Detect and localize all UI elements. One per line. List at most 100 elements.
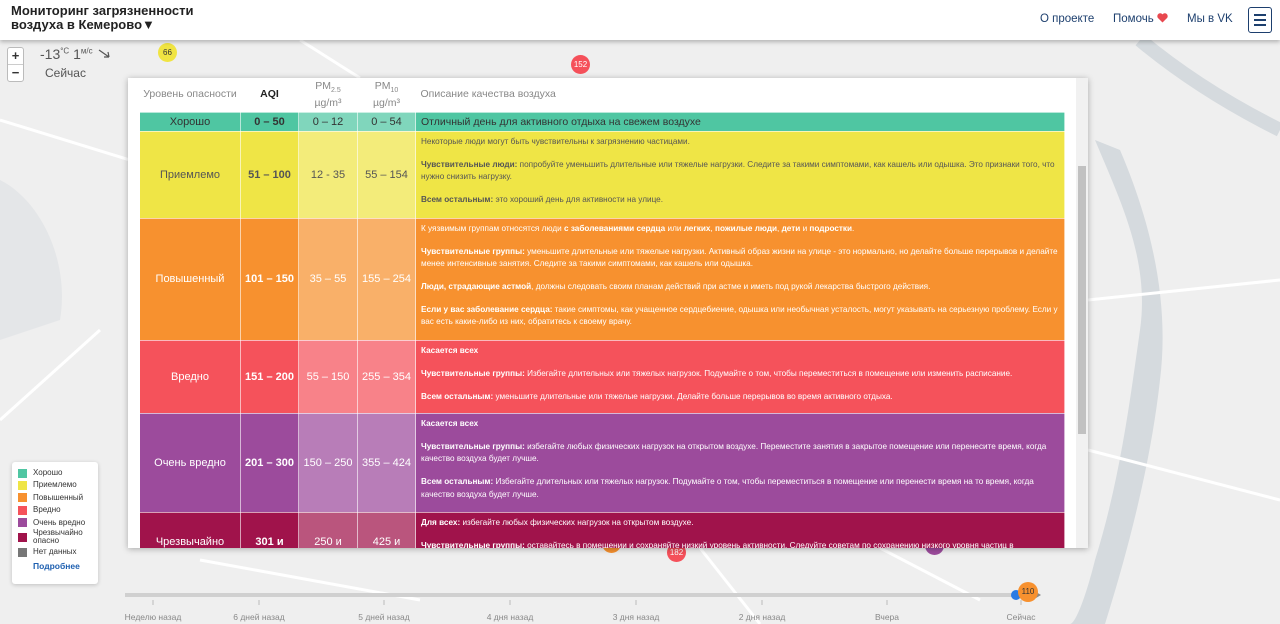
weather-time: Сейчас (45, 66, 86, 80)
aqi-cell: 301 и (240, 511, 299, 548)
legend-label: Хорошо (33, 467, 63, 477)
text: Избегайте длительных или тяжелых нагрузо… (524, 368, 1013, 378)
level-cell: Очень вредно (139, 412, 241, 513)
nav-text: Помочь (1113, 13, 1154, 25)
legend-item: Хорошо (18, 467, 98, 479)
legend-item: Нет данных (18, 546, 98, 558)
text: Некоторые люди могут быть чувствительны … (421, 136, 690, 146)
wind-unit: м/с (80, 46, 93, 56)
header: Мониторинг загрязненности воздуха в Кеме… (0, 0, 1280, 40)
aqi-row: Приемлемо 51 – 100 12 - 35 55 – 154 Некоторы… (139, 130, 1065, 219)
description-paragraph: Касается всех (421, 418, 1059, 430)
site-title[interactable]: Мониторинг загрязненности воздуха в Кеме… (11, 4, 193, 32)
timeline-label[interactable]: 5 дней назад (358, 612, 410, 622)
bold-text: Чувствительные люди: (421, 159, 518, 169)
aqi-modal: Уровень опасности AQI PM2.5 µg/m³ PM10 µg/… (128, 78, 1088, 548)
bold-text: Люди, страдающие астмой (421, 282, 532, 292)
legend-swatch (18, 505, 27, 515)
timeline-label[interactable]: 6 дней назад (233, 612, 285, 622)
legend-more[interactable]: Подробнее (33, 561, 80, 572)
pm25-cell: 0 – 12 (298, 111, 358, 132)
text: такие симптомы, как учащенное сердцебиен… (421, 305, 1058, 327)
heart-icon (1157, 13, 1168, 23)
description-paragraph: К уязвимым группам относятся люди с забо… (421, 223, 1059, 235)
pm25-cell: 250 и (298, 511, 358, 548)
level-cell: Вредно (139, 339, 241, 414)
legend-swatch (18, 468, 27, 478)
map-marker[interactable]: 152 (571, 55, 590, 74)
text: Избегайте длительных или тяжелых нагрузо… (421, 477, 1034, 499)
aqi-cell: 51 – 100 (240, 130, 299, 219)
description-paragraph: Чувствительные группы: избегайте любых ф… (421, 441, 1059, 466)
header-pm10: PM10 µg/m³ (358, 78, 416, 112)
description-paragraph: Касается всех (421, 345, 1059, 357)
pm25-cell: 35 – 55 (298, 217, 358, 341)
nav-link[interactable]: Помочь (1113, 13, 1168, 25)
description-paragraph: Чувствительные группы: Избегайте длитель… (421, 368, 1059, 380)
text: оставайтесь в помещении и сохраняйте низ… (524, 540, 1014, 548)
title-line: воздуха в Кемерово▼ (11, 17, 155, 32)
timeline-label[interactable]: Вчера (875, 612, 899, 622)
pm10-cell: 0 – 54 (357, 111, 416, 132)
nav-link[interactable]: О проекте (1040, 13, 1095, 25)
text: . (852, 223, 855, 233)
text: уменьшите длительные или тяжелые нагрузк… (421, 246, 1058, 269)
description-cell: Касается всех Чувствительные группы: избе… (415, 412, 1065, 513)
timeline-label[interactable]: 2 дня назад (738, 612, 786, 622)
text: и (800, 223, 810, 233)
pm10-cell: 425 и (357, 511, 416, 548)
timeline-label[interactable]: Неделю назад (124, 612, 182, 622)
legend-item: Очень вредно (18, 517, 98, 529)
table-header: Уровень опасности AQI PM2.5 µg/m³ PM10 µg/… (140, 78, 1065, 112)
pm: PM (374, 79, 391, 92)
legend-swatch (18, 547, 27, 557)
pm25-cell: 150 – 250 (298, 412, 358, 513)
legend-label: Повышенный (33, 492, 84, 502)
level-cell: Чрезвычайно (139, 511, 241, 548)
legend: Хорошо Приемлемо Повышенный Вредно Очень вре… (12, 462, 98, 584)
map-marker[interactable]: 66 (158, 43, 177, 62)
pm10-cell: 355 – 424 (357, 412, 416, 513)
description-paragraph: Отличный день для активного отдыха на св… (421, 116, 1059, 128)
text: , (777, 223, 782, 233)
temperature: -13 (40, 46, 61, 62)
timeline-current[interactable]: 110 (1018, 582, 1038, 602)
description-cell: Отличный день для активного отдыха на св… (415, 111, 1065, 132)
pm-sub: 2.5 (331, 86, 341, 94)
timeline-label[interactable]: 4 дня назад (486, 612, 534, 622)
scroll-thumb[interactable] (1078, 166, 1086, 434)
scrollbar[interactable] (1076, 78, 1088, 548)
timeline-label[interactable]: 3 дня назад (612, 612, 660, 622)
text: уменьшите длительные или тяжелые нагрузк… (493, 391, 893, 401)
legend-item: Вредно (18, 504, 98, 516)
bold-text: Чувствительные группы: (421, 368, 525, 378)
description-cell: Касается всех Чувствительные группы: Избе… (415, 339, 1065, 414)
bold-text: легких (683, 223, 711, 233)
bold-text: подростки (809, 223, 853, 233)
bold-text: Всем остальным: (421, 391, 494, 401)
bold-text: Касается всех (421, 418, 479, 428)
bold-text: Чувствительные группы: (421, 441, 525, 451)
header-level: Уровень опасности (143, 88, 237, 101)
text: , (710, 223, 716, 233)
menu-button[interactable] (1248, 7, 1272, 33)
text: Отличный день для активного отдыха на св… (421, 115, 701, 128)
zoom-out[interactable]: − (11, 64, 20, 80)
nav-link[interactable]: Мы в VK (1187, 13, 1233, 25)
temp-unit: °C (60, 46, 70, 56)
legend-swatch (18, 493, 27, 503)
timeline: Неделю назад 6 дней назад 5 дней назад 4 дн… (0, 580, 1280, 624)
legend-label: Чрезвычайно опасно (33, 527, 83, 546)
legend-swatch (18, 532, 27, 542)
zoom-in[interactable]: + (8, 48, 23, 65)
description-paragraph: Чувствительные группы: уменьшите длитель… (421, 246, 1059, 271)
aqi-cell: 201 – 300 (240, 412, 299, 513)
text: , должны следовать своим планам действий… (531, 282, 931, 292)
description-paragraph: Всем остальным: это хороший день для акт… (421, 194, 1059, 206)
description-paragraph: Чувствительные группы: оставайтесь в пом… (421, 540, 1059, 548)
timeline-label[interactable]: Сейчас (1006, 612, 1036, 622)
timeline-track (125, 590, 1041, 605)
pm-sub: 10 (390, 86, 399, 94)
aqi-row: Повышенный 101 – 150 35 – 55 155 – 254 К уяз… (139, 217, 1065, 341)
description-cell: Некоторые люди могут быть чувствительны … (415, 130, 1065, 219)
